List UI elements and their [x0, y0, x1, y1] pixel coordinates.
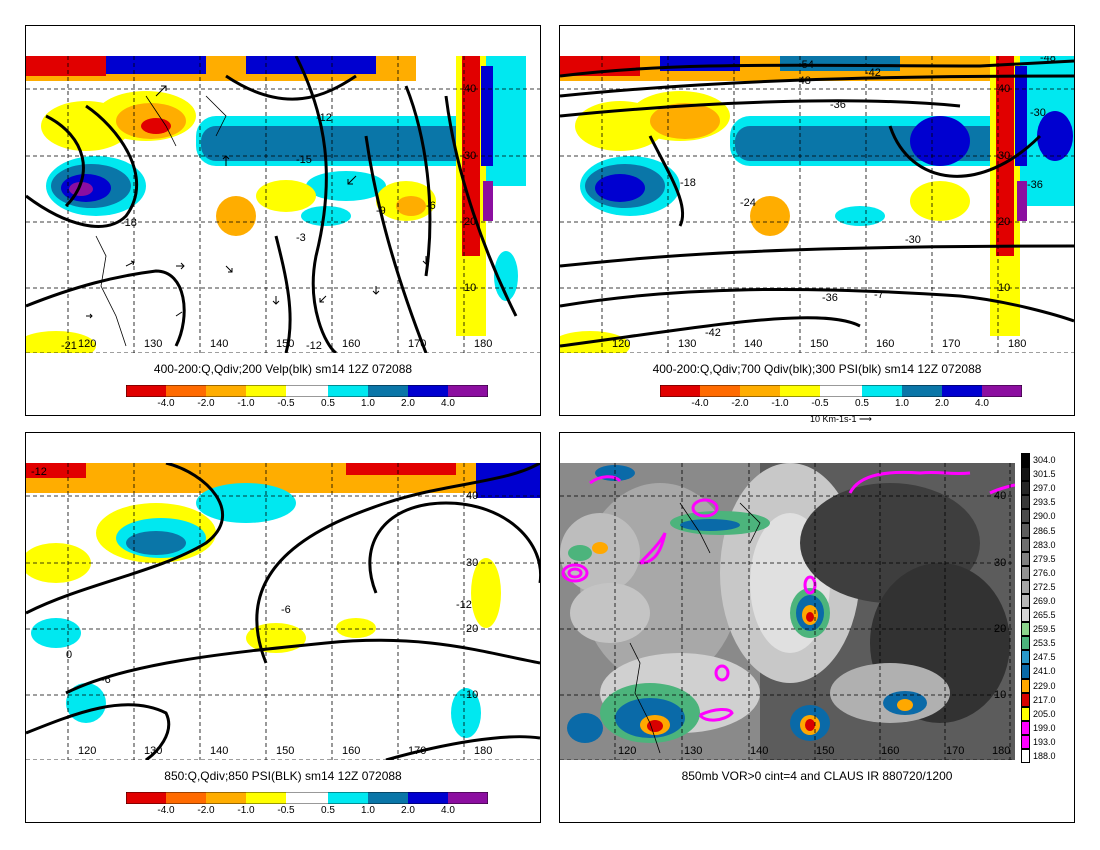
svg-text:-48: -48	[795, 75, 811, 87]
svg-text:130: 130	[144, 745, 162, 757]
svg-text:180: 180	[1008, 338, 1026, 350]
svg-text:170: 170	[946, 745, 964, 757]
colorbar	[126, 792, 488, 804]
svg-text:-6: -6	[101, 674, 111, 686]
reference-vector: 10 Km-1s-1 ⟶	[810, 414, 872, 424]
svg-text:120: 120	[612, 338, 630, 350]
svg-text:140: 140	[750, 745, 768, 757]
svg-text:140: 140	[210, 338, 228, 350]
svg-text:30: 30	[464, 150, 476, 162]
svg-text:130: 130	[684, 745, 702, 757]
panel-upper-level-psi: -54 -48 -42 -36 -18 -24 -30 -36 -42 -48 -30 -3…	[559, 25, 1075, 424]
svg-text:-42: -42	[705, 327, 721, 339]
svg-text:-6: -6	[281, 604, 291, 616]
panel-caption: 850mb VOR>0 cint=4 and CLAUS IR 880720/1…	[681, 769, 953, 783]
colorbar	[660, 385, 1022, 397]
svg-text:0: 0	[66, 649, 72, 661]
svg-text:-30: -30	[905, 234, 921, 246]
svg-text:160: 160	[876, 338, 894, 350]
svg-text:-21: -21	[61, 340, 77, 352]
svg-text:40: 40	[998, 83, 1010, 95]
svg-text:10: 10	[464, 282, 476, 294]
panel-caption: 400-200:Q,Qdiv;700 Qdiv(blk);300 PSI(blk…	[652, 362, 982, 376]
svg-text:-42: -42	[865, 67, 881, 79]
svg-text:-24: -24	[740, 197, 756, 209]
svg-text:30: 30	[994, 557, 1006, 569]
svg-text:160: 160	[342, 745, 360, 757]
svg-text:140: 140	[210, 745, 228, 757]
svg-text:-18: -18	[680, 177, 696, 189]
panel-ir-satellite: 40 30 20 10 120 130 140 150 160 170 180 850mb V…	[559, 432, 1075, 823]
svg-text:-9: -9	[376, 205, 386, 217]
svg-text:-12: -12	[306, 340, 322, 352]
panel-850-qdiv: -12 -6 -12 0 -6 40 30 20 10 120 130 140 150 160…	[25, 432, 541, 823]
ir-colorbar: 304.0 301.5 297.0 293.5 290.0 286.5 283.…	[1021, 453, 1063, 793]
panel-upper-level-qdiv: -12 -15 -18 -9 -6 -21 -12 -3 40 30 20 10 120 13…	[25, 25, 541, 416]
svg-text:150: 150	[276, 745, 294, 757]
svg-text:-7: -7	[874, 289, 884, 301]
svg-text:120: 120	[618, 745, 636, 757]
svg-text:150: 150	[810, 338, 828, 350]
colorbar-ticks: -4.0 -2.0 -1.0 -0.5 0.5 1.0 2.0 4.0	[157, 805, 455, 816]
map-plot: -54 -48 -42 -36 -18 -24 -30 -36 -42 -48 -30 -3…	[560, 56, 1074, 353]
svg-text:20: 20	[466, 623, 478, 635]
svg-text:-12: -12	[456, 599, 472, 611]
svg-text:-12: -12	[31, 466, 47, 478]
svg-text:10: 10	[998, 282, 1010, 294]
svg-text:170: 170	[408, 338, 426, 350]
svg-text:160: 160	[342, 338, 360, 350]
map-plot: -12 -6 -12 0 -6 40 30 20 10 120 130 140 150 160…	[26, 463, 540, 760]
svg-text:170: 170	[942, 338, 960, 350]
colorbar-ticks: -4.0 -2.0 -1.0 -0.5 0.5 1.0 2.0 4.0	[691, 398, 989, 409]
panel-caption: 850:Q,Qdiv;850 PSI(BLK) sm14 12Z 072088	[164, 769, 402, 783]
svg-text:-36: -36	[822, 292, 838, 304]
panel-caption: 400-200:Q,Qdiv;200 Velp(blk) sm14 12Z 07…	[153, 362, 413, 376]
svg-text:20: 20	[998, 216, 1010, 228]
svg-text:30: 30	[998, 150, 1010, 162]
svg-text:140: 140	[744, 338, 762, 350]
svg-text:-6: -6	[426, 200, 436, 212]
colorbar-ticks: -4.0 -2.0 -1.0 -0.5 0.5 1.0 2.0 4.0	[157, 398, 455, 409]
svg-text:180: 180	[474, 338, 492, 350]
svg-text:10: 10	[466, 689, 478, 701]
svg-text:-3: -3	[296, 232, 306, 244]
svg-text:120: 120	[78, 338, 96, 350]
svg-text:-12: -12	[316, 112, 332, 124]
svg-text:-36: -36	[1027, 179, 1043, 191]
svg-text:-54: -54	[798, 59, 814, 71]
colorbar	[126, 385, 488, 397]
svg-text:40: 40	[994, 490, 1006, 502]
svg-text:-36: -36	[830, 99, 846, 111]
svg-text:130: 130	[144, 338, 162, 350]
map-plot: -12 -15 -18 -9 -6 -21 -12 -3 40 30 20 10 120 13…	[26, 56, 540, 353]
svg-text:-48: -48	[1040, 56, 1056, 64]
svg-text:40: 40	[466, 490, 478, 502]
svg-text:-18: -18	[121, 217, 137, 229]
svg-text:-30: -30	[1030, 107, 1046, 119]
svg-text:130: 130	[678, 338, 696, 350]
svg-text:170: 170	[408, 745, 426, 757]
svg-text:150: 150	[276, 338, 294, 350]
svg-text:180: 180	[992, 745, 1010, 757]
svg-text:30: 30	[466, 557, 478, 569]
lat-40: 40	[464, 83, 476, 95]
svg-text:20: 20	[994, 623, 1006, 635]
svg-text:20: 20	[464, 216, 476, 228]
svg-text:180: 180	[474, 745, 492, 757]
svg-text:160: 160	[881, 745, 899, 757]
svg-text:-15: -15	[296, 154, 312, 166]
svg-text:150: 150	[816, 745, 834, 757]
svg-text:120: 120	[78, 745, 96, 757]
svg-text:10: 10	[994, 689, 1006, 701]
map-plot: 40 30 20 10 120 130 140 150 160 170 180	[560, 463, 1015, 760]
